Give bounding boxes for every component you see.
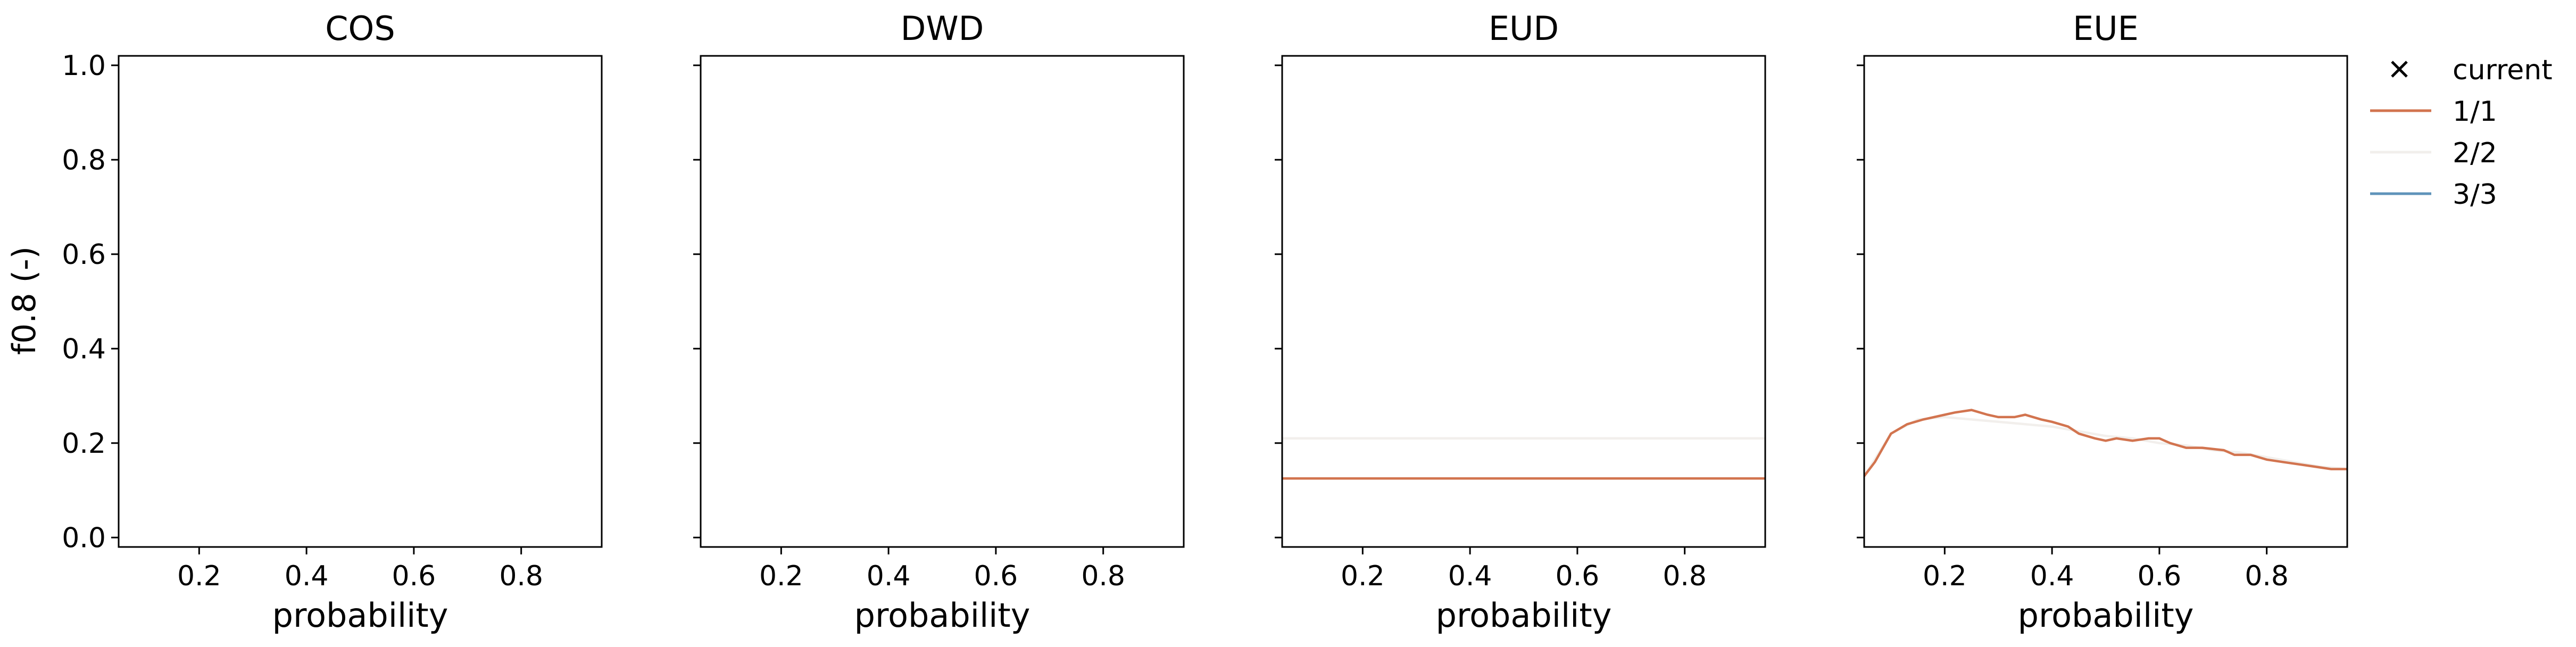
- y-tick-label: 0.2: [62, 428, 106, 460]
- series-line-1-1: [1864, 409, 2347, 477]
- y-tick-label: 0.6: [62, 239, 106, 271]
- x-tick-label: 0.4: [867, 560, 911, 592]
- x-tick-label: 0.2: [1341, 560, 1385, 592]
- series-line-2-2: [1864, 416, 2347, 477]
- x-tick-label: 0.6: [2138, 560, 2182, 592]
- x-tick-label: 0.8: [2245, 560, 2289, 592]
- x-tick-label: 0.8: [499, 560, 543, 592]
- y-axis-label: f0.8 (-): [6, 246, 43, 355]
- x-axis-label: probability: [2018, 596, 2194, 635]
- panel-cos: COS 0.2 0.4 0.6 0.8 0.0 0.2 0.4 0.6 0.8 1.0 probabi…: [62, 9, 603, 635]
- x-tick-label: 0.2: [177, 560, 221, 592]
- axes-frame: [118, 55, 603, 548]
- y-tick-label: 0.0: [62, 522, 106, 554]
- x-tick-label: 0.6: [1556, 560, 1600, 592]
- x-tick-label: 0.8: [1663, 560, 1707, 592]
- legend-label: 2/2: [2453, 137, 2497, 169]
- x-tick-label: 0.4: [2030, 560, 2074, 592]
- legend-label: current: [2453, 54, 2553, 86]
- y-tick-label: 1.0: [62, 50, 106, 82]
- panel-title: COS: [325, 9, 395, 48]
- x-tick-label: 0.4: [285, 560, 329, 592]
- x-axis-label: probability: [1436, 596, 1612, 635]
- x-tick-label: 0.8: [1081, 560, 1125, 592]
- panel-dwd: DWD 0.2 0.4 0.6 0.8 probability: [693, 9, 1185, 635]
- panel-eue: EUE 0.2 0.4 0.6 0.8 probability: [1857, 9, 2348, 635]
- y-tick-label: 0.4: [62, 333, 106, 365]
- panel-eud: EUD 0.2 0.4 0.6 0.8 probability: [1275, 9, 1766, 635]
- axes-frame: [1281, 55, 1766, 548]
- x-tick-label: 0.6: [392, 560, 436, 592]
- legend-label: 1/1: [2453, 96, 2497, 128]
- legend: current 1/1 2/2 3/3: [2370, 54, 2553, 211]
- y-tick-label: 0.8: [62, 144, 106, 176]
- x-tick-label: 0.6: [974, 560, 1018, 592]
- panel-title: EUE: [2073, 9, 2139, 48]
- x-axis-label: probability: [854, 596, 1031, 635]
- legend-label: 3/3: [2453, 179, 2497, 211]
- x-tick-label: 0.2: [1923, 560, 1967, 592]
- legend-marker-current: [2391, 61, 2408, 78]
- axes-frame: [700, 55, 1185, 548]
- axes-frame: [1863, 55, 2348, 548]
- panel-title: DWD: [901, 9, 984, 48]
- panel-title: EUD: [1489, 9, 1559, 48]
- x-tick-label: 0.4: [1448, 560, 1492, 592]
- x-tick-label: 0.2: [759, 560, 803, 592]
- x-axis-label: probability: [272, 596, 448, 635]
